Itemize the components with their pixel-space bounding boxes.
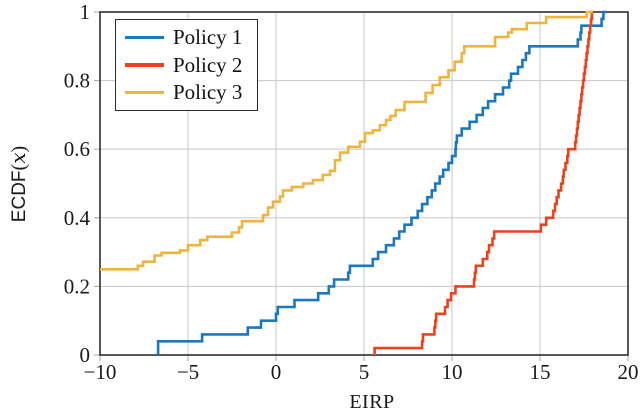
x-tick-label: −10: [84, 360, 117, 384]
x-tick-label: 15: [530, 360, 551, 384]
series-line-policy-3: [100, 10, 593, 271]
y-tick-label: 0: [80, 343, 91, 367]
series-line-policy-1: [156, 10, 607, 355]
legend-label-policy-2: Policy 2: [173, 52, 243, 77]
x-tick-label: 10: [442, 360, 463, 384]
legend-label-policy-3: Policy 3: [173, 80, 243, 105]
legend-item-policy-3: Policy 3: [116, 82, 257, 103]
y-tick-label: 1: [80, 0, 91, 24]
legend-item-policy-2: Policy 2: [116, 52, 257, 77]
policy-1-line-swatch: [125, 35, 164, 39]
x-axis-label: EIRP: [349, 391, 395, 413]
y-axis-label-text: ECDF: [9, 170, 30, 223]
y-tick-label: 0.6: [64, 137, 90, 161]
y-tick-label: 0.8: [64, 69, 90, 93]
policy-3-line-swatch: [125, 91, 164, 95]
y-axis-label-math: (x): [6, 145, 30, 171]
series-line-policy-2: [373, 10, 594, 355]
plot-frame: [99, 11, 629, 356]
y-axis-label: ECDF(x): [6, 84, 32, 284]
x-tick-label: 20: [618, 360, 639, 384]
y-tick-label: 0.4: [64, 206, 91, 230]
policy-2-line-swatch: [125, 63, 164, 67]
legend-label-policy-1: Policy 1: [173, 24, 243, 49]
y-tick-label: 0.2: [64, 274, 90, 298]
x-tick-label: 0: [271, 360, 282, 384]
legend-item-policy-1: Policy 1: [116, 24, 257, 49]
legend: Policy 1 Policy 2 Policy 3: [115, 19, 258, 111]
x-tick-label: 5: [359, 360, 370, 384]
x-tick-label: −5: [177, 360, 199, 384]
